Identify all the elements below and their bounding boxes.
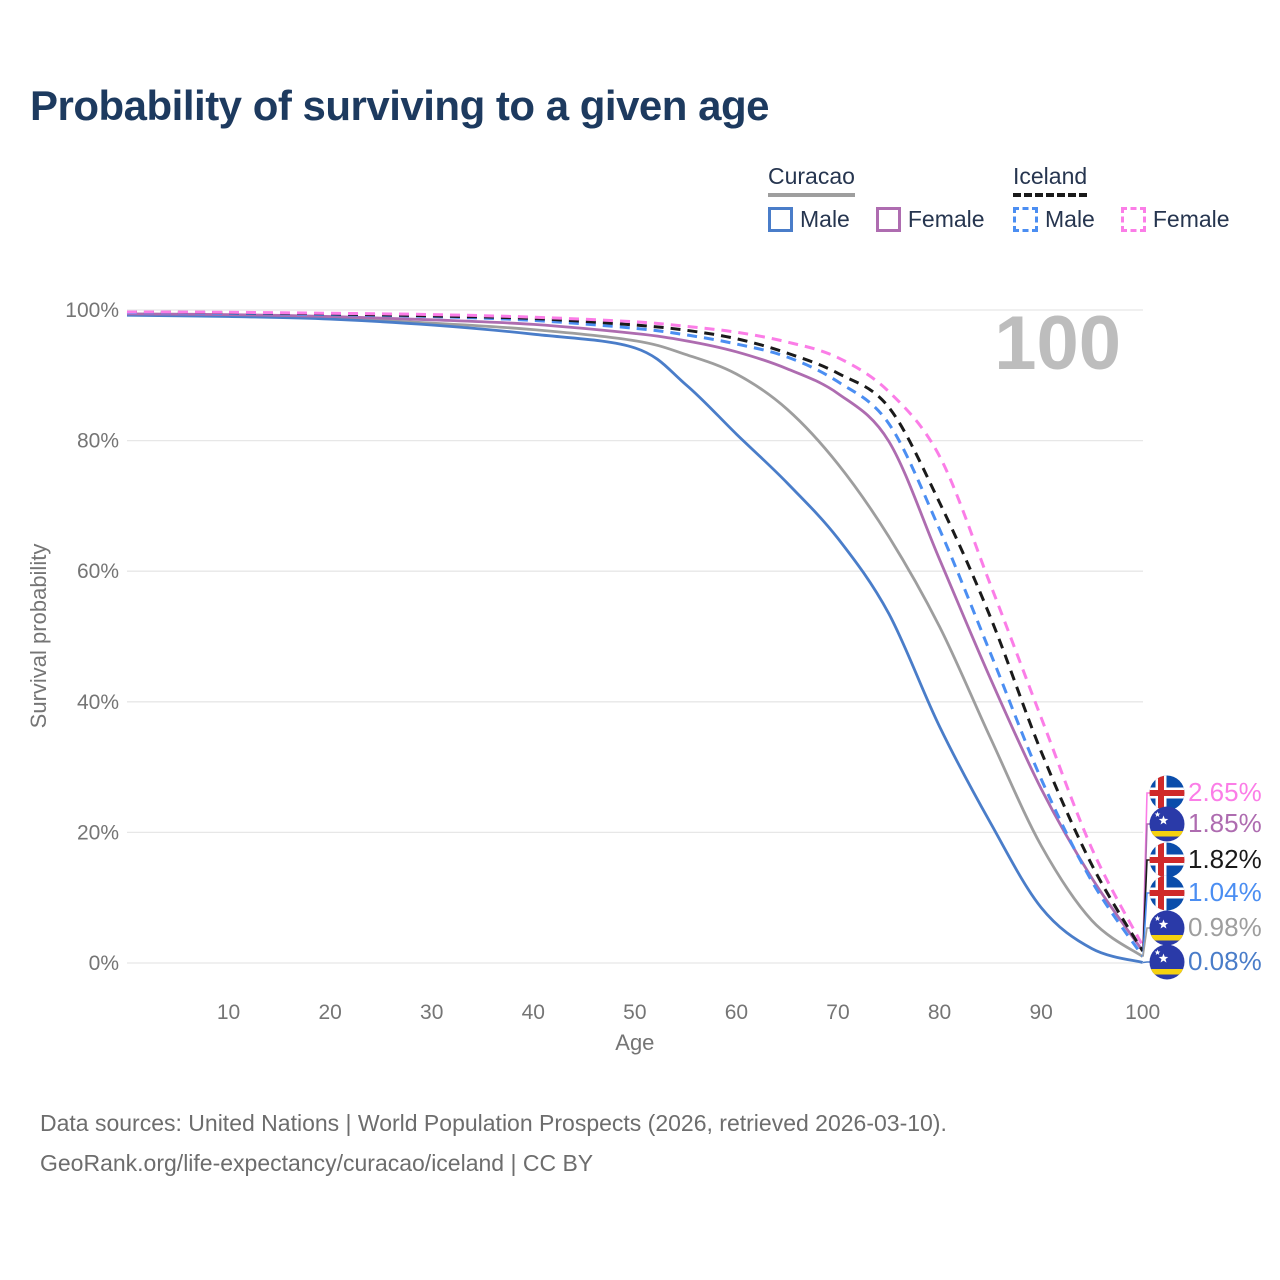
curve-iceland_female: [126, 310, 1145, 947]
legend-items-curacao: Male Female: [768, 206, 1011, 233]
flag-stripe: [1149, 910, 1185, 946]
legend-item-iceland-male[interactable]: Male: [1013, 206, 1095, 233]
x-tick-label: 70: [826, 1001, 849, 1024]
x-tick-label: 60: [725, 1001, 748, 1024]
flag-stripe: [1149, 790, 1185, 796]
flag-stripe: [1149, 944, 1185, 980]
end-value-label-curacao_male: 0.08%: [1188, 946, 1262, 976]
data-sources-text: Data sources: United Nations | World Pop…: [40, 1110, 947, 1136]
legend-label-iceland-male: Male: [1045, 206, 1095, 232]
flag-stripe: [1158, 775, 1164, 811]
curacao-flag-icon: [1149, 944, 1185, 980]
curacao-flag-art: [1149, 806, 1185, 842]
flag-stripe: [1149, 857, 1185, 863]
end-value-label-curacao_total: 0.98%: [1188, 912, 1262, 942]
iceland-flag-icon: [1149, 842, 1185, 878]
y-tick-label: 20%: [77, 821, 119, 844]
y-tick-label: 0%: [89, 952, 119, 975]
end-value-label-iceland_male: 1.04%: [1188, 877, 1262, 907]
x-tick-label: 100: [1125, 1001, 1160, 1024]
legend-title-iceland: Iceland: [1013, 163, 1088, 197]
legend-checkbox-iceland-female-icon[interactable]: [1120, 207, 1146, 232]
legend-items-iceland: Male Female: [1013, 206, 1256, 233]
iceland-flag-icon: [1149, 775, 1185, 811]
curve-curacao_male: [126, 313, 1144, 964]
y-tick-label: 60%: [77, 560, 119, 583]
iceland-flag-icon: [1149, 875, 1185, 911]
curve-curacao_total: [126, 313, 1144, 958]
curacao-flag-art: [1149, 944, 1185, 980]
legend-label-curacao-female: Female: [907, 206, 985, 232]
end-value-label-curacao_female: 1.85%: [1188, 808, 1262, 838]
star-shape: [1154, 811, 1161, 817]
x-tick-label: 90: [1029, 1001, 1052, 1024]
flag-stripe: [1149, 806, 1185, 842]
legend-group-iceland: Iceland Male Female: [1013, 163, 1256, 233]
curacao-flag-icon: [1149, 806, 1185, 842]
y-tick-label: 100%: [65, 299, 119, 322]
curve-curacao_female: [126, 312, 1144, 952]
y-axis-title: Survival probability: [26, 544, 51, 729]
page-title: Probability of surviving to a given age: [30, 82, 769, 129]
legend-label-curacao-male: Male: [800, 206, 850, 232]
iceland-flag-art: [1149, 842, 1185, 878]
iceland-flag-art: [1149, 775, 1185, 811]
star-shape: [1158, 919, 1169, 929]
legend-checkbox-curacao-female-icon[interactable]: [875, 207, 901, 232]
star-shape: [1154, 949, 1161, 955]
legend-group-curacao: Curacao Male Female: [768, 163, 1011, 233]
y-tick-label: 40%: [77, 691, 119, 714]
curve-iceland_male: [126, 311, 1144, 958]
leader-line-iceland_total: [1142, 859, 1150, 952]
flag-stripe: [1149, 890, 1185, 896]
legend-label-iceland-female: Female: [1152, 206, 1230, 232]
star-shape: [1158, 815, 1169, 825]
flag-stripe: [1158, 875, 1164, 911]
x-tick-label: 20: [318, 1001, 341, 1024]
x-tick-label: 30: [420, 1001, 443, 1024]
end-value-label-iceland_total: 1.82%: [1188, 844, 1262, 874]
iceland-flag-art: [1149, 875, 1185, 911]
flag-stripe: [1158, 842, 1164, 878]
legend-item-curacao-female[interactable]: Female: [875, 206, 985, 233]
curve-iceland_total: [126, 310, 1144, 952]
leader-line-curacao_total: [1142, 927, 1150, 957]
flag-stripe: [1149, 935, 1185, 941]
legend-checkbox-iceland-male-icon[interactable]: [1013, 207, 1038, 232]
legend-checkbox-curacao-male-icon[interactable]: [768, 207, 793, 232]
leader-line-iceland_male: [1142, 892, 1150, 957]
x-axis-title: Age: [615, 1030, 654, 1055]
star-shape: [1154, 915, 1161, 921]
watermark-age-100: 100: [994, 301, 1121, 386]
legend-title-curacao: Curacao: [768, 163, 855, 197]
x-tick-label: 50: [623, 1001, 646, 1024]
flag-stripe: [1149, 969, 1185, 975]
x-tick-label: 40: [522, 1001, 545, 1024]
curacao-flag-icon: [1149, 910, 1185, 946]
end-value-label-iceland_female: 2.65%: [1188, 777, 1262, 807]
legend-item-iceland-female[interactable]: Female: [1120, 206, 1230, 233]
attribution-link-text: GeoRank.org/life-expectancy/curacao/icel…: [40, 1150, 594, 1176]
flag-stripe: [1149, 831, 1185, 837]
curacao-flag-art: [1149, 910, 1185, 946]
leader-line-curacao_male: [1142, 961, 1150, 964]
y-tick-label: 80%: [77, 430, 119, 453]
star-shape: [1158, 953, 1169, 963]
legend-item-curacao-male[interactable]: Male: [768, 206, 850, 233]
x-tick-label: 10: [217, 1001, 240, 1024]
x-tick-label: 80: [928, 1001, 951, 1024]
